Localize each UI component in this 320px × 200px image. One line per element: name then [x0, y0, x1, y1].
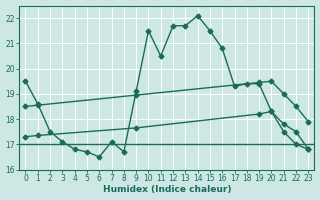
X-axis label: Humidex (Indice chaleur): Humidex (Indice chaleur)	[103, 185, 231, 194]
